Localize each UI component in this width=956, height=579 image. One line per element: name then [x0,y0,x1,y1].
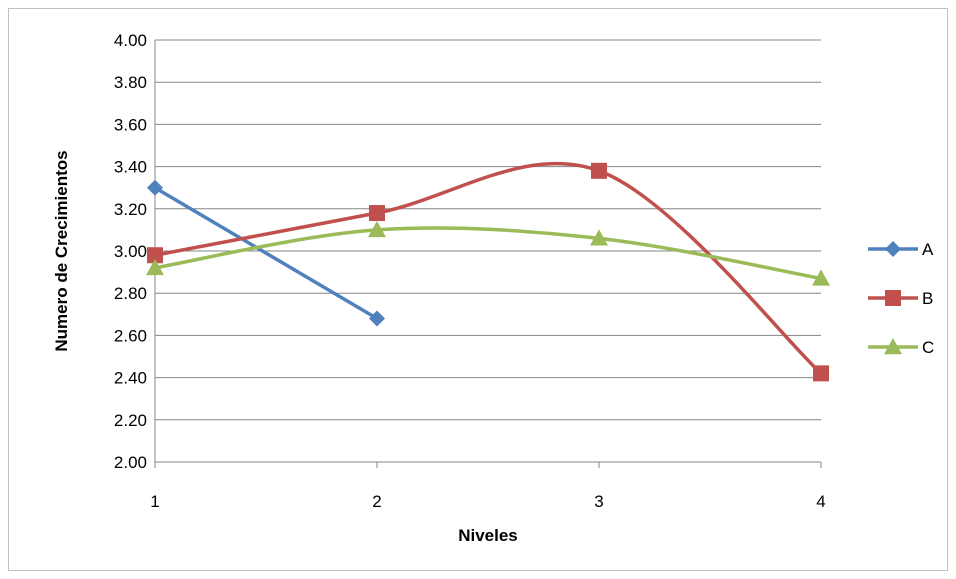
series-line [153,226,823,281]
legend-item-b: B [868,289,933,308]
data-point [368,220,386,238]
chart-frame [8,8,948,571]
x-tick-label: 2 [372,492,381,511]
y-tick-label: 3.80 [114,73,147,92]
axes: 2.00 2.20 2.40 2.60 2.80 3.00 3.20 3.40 3.60 3.80… [114,31,826,511]
series-b [147,161,829,382]
data-point [369,310,385,327]
y-tick-label: 4.00 [114,31,147,50]
gridlines [155,39,821,463]
data-point [369,205,385,222]
y-tick-label: 3.20 [114,200,147,219]
y-tick-label: 2.20 [114,411,147,430]
x-tick-label: 1 [150,492,159,511]
series-c [146,220,830,286]
legend-marker [885,290,901,306]
series-lines [146,161,830,382]
data-point [147,247,163,264]
data-point [147,179,163,196]
legend-marker [884,338,902,355]
data-point [590,229,608,246]
legend-label: B [922,289,933,308]
series-line [153,185,379,321]
x-axis-title: Niveles [458,526,518,545]
data-point [813,365,829,382]
y-tick-label: 2.80 [114,284,147,303]
legend-item-a: A [868,240,934,259]
legend: A B C [868,240,934,357]
y-tick-label: 2.00 [114,453,147,472]
data-point [146,258,164,276]
x-tick-label: 4 [816,492,825,511]
legend-label: A [922,240,934,259]
legend-marker [885,241,901,257]
y-tick-label: 3.40 [114,158,147,177]
y-tick-label: 2.40 [114,369,147,388]
data-point [591,162,607,179]
legend-item-c: C [868,338,934,357]
legend-label: C [922,338,934,357]
series-a [147,179,385,327]
x-tick-label: 3 [594,492,603,511]
y-tick-label: 2.60 [114,326,147,345]
data-point [812,269,830,286]
y-axis-title: Numero de Crecimientos [52,150,71,351]
y-tick-label: 3.60 [114,115,147,134]
series-line [153,161,823,376]
y-tick-label: 3.00 [114,242,147,261]
